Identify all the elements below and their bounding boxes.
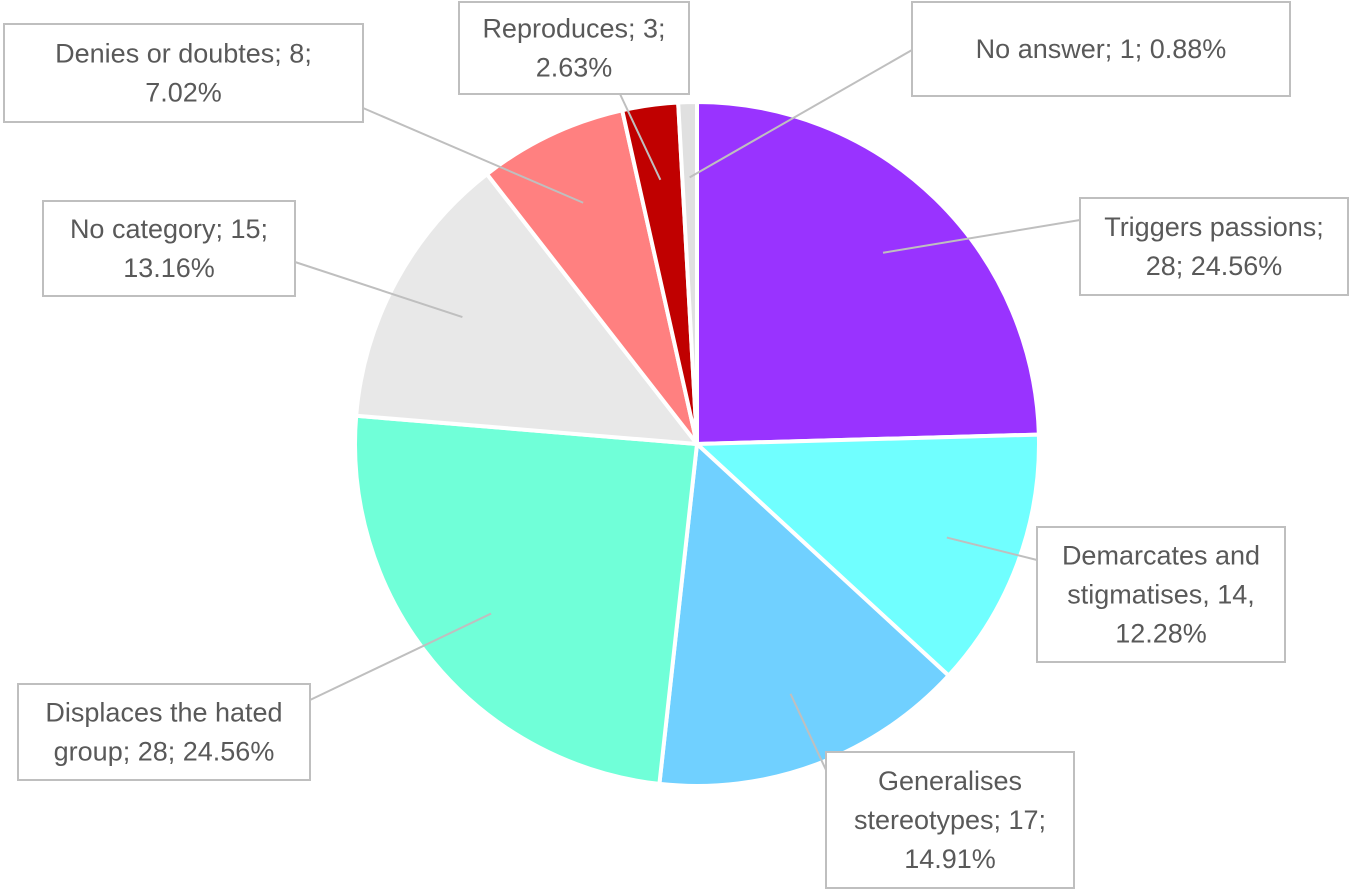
data-label-box [17, 683, 311, 781]
leader-line-no-answer [689, 49, 913, 179]
leader-line-no-category [294, 261, 463, 318]
pie-slice-displaces-the-hated-group [353, 413, 699, 786]
data-label-box [825, 751, 1075, 889]
data-label-text: 13.16% [123, 253, 215, 283]
data-label-text: Demarcates and [1062, 541, 1260, 571]
data-label-text: 2.63% [536, 53, 613, 83]
data-label-box [3, 23, 364, 123]
data-label-text: No answer; 1; 0.88% [976, 34, 1227, 64]
data-label-no-category: No category; 15; 13.16% [42, 200, 296, 297]
data-label-no-answer: No answer; 1; 0.88% [911, 1, 1291, 97]
data-label-text: Triggers passions; [1104, 212, 1324, 242]
data-labels: Triggers passions; 28; 24.56% Demarcates a… [3, 1, 1349, 889]
leader-line-denies-or-doubtes [362, 107, 584, 204]
data-label-box [1079, 197, 1349, 296]
data-label-text: stereotypes; 17; [854, 805, 1046, 835]
data-label-triggers-passions: Triggers passions; 28; 24.56% [1079, 197, 1349, 296]
leader-line-reproduces [619, 93, 662, 181]
data-label-box [1036, 526, 1286, 663]
pie-slice-generalises-stereotypes [657, 442, 951, 788]
data-label-text: stigmatises, 14, [1067, 580, 1255, 610]
data-label-generalises-stereotypes: Generalises stereotypes; 17; 14.91% [825, 751, 1075, 889]
data-label-text: 12.28% [1115, 619, 1207, 649]
data-label-box [911, 1, 1291, 97]
data-label-text: 28; 24.56% [1146, 251, 1283, 281]
data-label-text: Denies or doubtes; 8; [55, 39, 312, 69]
data-label-displaces-the-hated-group: Displaces the hated group; 28; 24.56% [17, 683, 311, 781]
data-label-text: No category; 15; [70, 214, 268, 244]
data-label-demarcates-and-stigmatises: Demarcates and stigmatises, 14, 12.28% [1036, 526, 1286, 663]
pie-slice-triggers-passions [695, 100, 1041, 446]
leader-line-demarcates-and-stigmatises [946, 536, 1038, 561]
pie-slice-demarcates-and-stigmatises [695, 432, 1041, 678]
data-label-text: 7.02% [145, 78, 222, 108]
pie-slices [353, 100, 1041, 788]
data-label-text: Reproduces; 3; [482, 14, 665, 44]
pie-slice-no-answer [676, 100, 699, 446]
pie-slice-denies-or-doubtes [484, 108, 699, 446]
data-label-text: group; 28; 24.56% [54, 737, 275, 767]
leader-line-displaces-the-hated-group [309, 612, 492, 701]
leader-lines [294, 49, 1081, 771]
data-label-text: Displaces the hated [45, 698, 282, 728]
data-label-denies-or-doubtes: Denies or doubtes; 8; 7.02% [3, 23, 364, 123]
leader-line-generalises-stereotypes [789, 693, 827, 771]
data-label-box [458, 1, 690, 95]
leader-line-triggers-passions [882, 219, 1081, 254]
data-label-box [42, 200, 296, 297]
pie-slice-no-category [354, 172, 699, 446]
data-label-text: 14.91% [904, 844, 996, 874]
data-label-reproduces: Reproduces; 3; 2.63% [458, 1, 690, 95]
data-label-text: Generalises [878, 766, 1022, 796]
